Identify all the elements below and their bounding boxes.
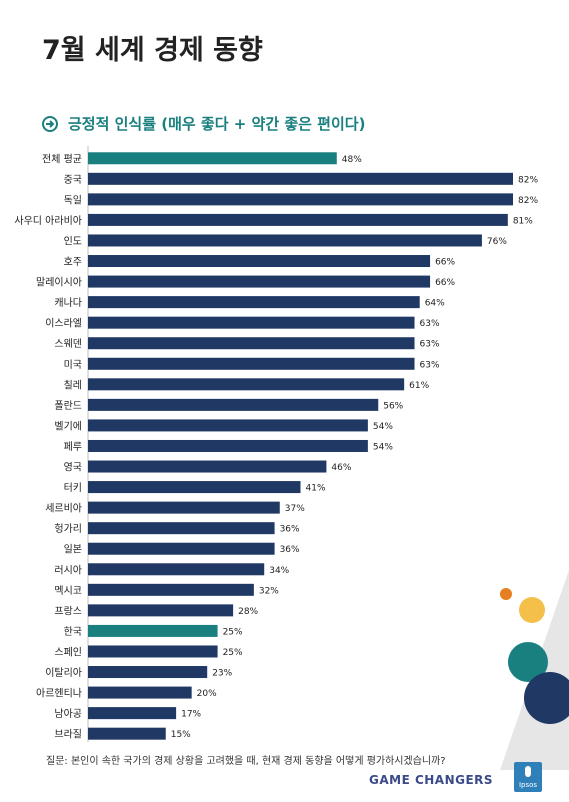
value-label: 61% bbox=[409, 381, 429, 391]
value-label: 15% bbox=[171, 730, 191, 740]
category-label: 멕시코 bbox=[54, 585, 82, 597]
bar bbox=[88, 419, 368, 432]
value-label: 82% bbox=[518, 175, 538, 185]
value-label: 36% bbox=[280, 545, 300, 555]
value-label: 32% bbox=[259, 586, 279, 596]
decorative-shapes bbox=[500, 570, 569, 770]
bar bbox=[88, 234, 482, 247]
value-label: 48% bbox=[342, 155, 362, 165]
category-label: 인도 bbox=[64, 235, 82, 247]
value-label: 56% bbox=[383, 401, 403, 411]
value-label: 82% bbox=[518, 196, 538, 206]
category-label: 스페인 bbox=[54, 646, 82, 658]
survey-question: 질문: 본인이 속한 국가의 경제 상황을 고려했을 때, 현재 경제 동향을 … bbox=[46, 756, 446, 767]
value-label: 23% bbox=[212, 669, 232, 679]
value-label: 63% bbox=[420, 360, 440, 370]
category-label: 폴란드 bbox=[54, 400, 82, 412]
value-label: 20% bbox=[197, 689, 217, 699]
value-label: 66% bbox=[435, 258, 455, 268]
bar-chart: 전체 평균 48% 중국 82% 독일 82% 사우디 아라비아 81% 인도 76% 호주 66% 말… bbox=[14, 146, 538, 742]
bar bbox=[88, 172, 513, 185]
ipsos-logo: Ipsos bbox=[514, 762, 542, 792]
bar bbox=[88, 378, 405, 391]
bar bbox=[88, 296, 420, 309]
value-label: 76% bbox=[487, 237, 507, 247]
bar bbox=[88, 398, 379, 411]
value-label: 25% bbox=[223, 648, 243, 658]
category-label: 이스라엘 bbox=[45, 317, 82, 330]
category-label: 영국 bbox=[64, 462, 82, 474]
category-label: 일본 bbox=[64, 544, 82, 556]
category-label: 아르헨티나 bbox=[36, 688, 82, 700]
bar bbox=[88, 275, 431, 288]
category-label: 중국 bbox=[64, 174, 82, 186]
chart-subtitle: 긍정적 인식률 (매우 좋다 + 약간 좋은 편이다) bbox=[68, 115, 366, 133]
value-label: 64% bbox=[425, 299, 445, 309]
category-label: 러시아 bbox=[54, 564, 82, 576]
circle-arrow-icon bbox=[42, 115, 58, 132]
page-title: 7월 세계 경제 동향 bbox=[42, 35, 263, 66]
value-label: 37% bbox=[285, 504, 305, 514]
bar bbox=[88, 563, 265, 576]
bar bbox=[88, 481, 301, 494]
bar bbox=[88, 460, 327, 473]
value-label: 41% bbox=[306, 484, 326, 494]
category-label: 헝가리 bbox=[54, 523, 82, 535]
value-label: 28% bbox=[238, 607, 258, 617]
value-label: 63% bbox=[420, 319, 440, 329]
category-label: 칠레 bbox=[64, 379, 82, 391]
category-label: 프랑스 bbox=[54, 605, 82, 617]
bar bbox=[88, 604, 234, 617]
bar bbox=[88, 255, 431, 268]
category-label: 벨기에 bbox=[54, 420, 82, 432]
bar bbox=[88, 727, 166, 740]
value-label: 63% bbox=[420, 340, 440, 350]
value-label: 17% bbox=[181, 710, 201, 720]
value-label: 54% bbox=[373, 422, 393, 432]
bar bbox=[88, 337, 415, 350]
subtitle-row: 긍정적 인식률 (매우 좋다 + 약간 좋은 편이다) bbox=[42, 113, 365, 134]
category-label: 페루 bbox=[64, 441, 82, 453]
brand-tagline: GAME CHANGERS bbox=[369, 773, 494, 787]
bar bbox=[88, 501, 280, 514]
category-label: 이탈리아 bbox=[45, 666, 82, 679]
bar bbox=[88, 439, 368, 452]
category-label: 미국 bbox=[64, 359, 82, 371]
value-label: 46% bbox=[331, 463, 351, 473]
bar bbox=[88, 666, 208, 679]
bar bbox=[88, 316, 415, 329]
bar bbox=[88, 542, 275, 555]
category-label: 브라질 bbox=[54, 729, 82, 741]
category-label: 한국 bbox=[64, 626, 82, 638]
category-label: 세르비아 bbox=[45, 503, 82, 515]
value-label: 54% bbox=[373, 442, 393, 452]
bar bbox=[88, 193, 513, 206]
bar bbox=[88, 707, 177, 720]
bar bbox=[88, 357, 415, 370]
value-label: 66% bbox=[435, 278, 455, 288]
category-label: 사우디 아라비아 bbox=[14, 215, 82, 227]
category-label: 호주 bbox=[64, 256, 82, 268]
value-label: 81% bbox=[513, 216, 533, 226]
category-label: 전체 평균 bbox=[42, 153, 82, 165]
category-label: 캐나다 bbox=[54, 297, 82, 309]
value-label: 36% bbox=[280, 525, 300, 535]
category-label: 터키 bbox=[64, 482, 82, 494]
bar bbox=[88, 152, 337, 165]
bar bbox=[88, 583, 254, 596]
bar bbox=[88, 522, 275, 535]
value-label: 25% bbox=[223, 627, 243, 637]
bar bbox=[88, 213, 508, 226]
bar bbox=[88, 686, 192, 699]
category-label: 스웨덴 bbox=[54, 338, 82, 350]
category-label: 독일 bbox=[64, 194, 82, 206]
bar bbox=[88, 624, 218, 637]
value-label: 34% bbox=[269, 566, 289, 576]
bar bbox=[88, 645, 218, 658]
category-label: 말레이시아 bbox=[36, 277, 82, 289]
category-label: 남아공 bbox=[54, 708, 82, 720]
